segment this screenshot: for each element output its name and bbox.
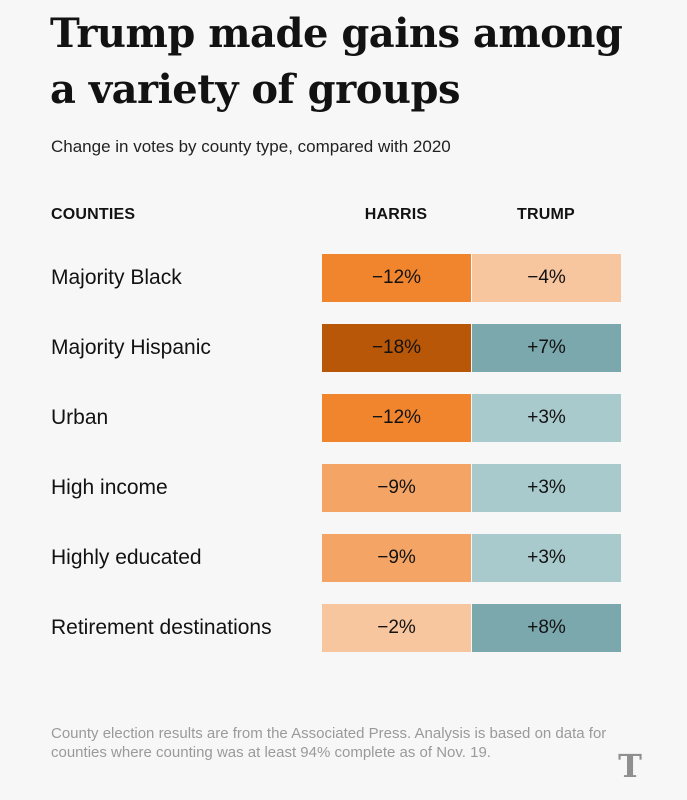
table-row: Majority Hispanic −18% +7% bbox=[0, 324, 687, 372]
trump-change-cell: +3% bbox=[472, 534, 621, 582]
column-header-harris: HARRIS bbox=[364, 206, 428, 223]
chart-title: Trump made gains among a variety of grou… bbox=[50, 10, 623, 113]
row-label: Majority Black bbox=[51, 266, 182, 289]
svg-text:T: T bbox=[618, 748, 642, 784]
table-row: Urban −12% +3% bbox=[0, 394, 687, 442]
trump-change-cell: +3% bbox=[472, 464, 621, 512]
harris-change-cell: −12% bbox=[322, 394, 471, 442]
row-label: Retirement destinations bbox=[51, 616, 272, 639]
footnote: County election results are from the Ass… bbox=[51, 725, 607, 761]
harris-change-cell: −18% bbox=[322, 324, 471, 372]
harris-change-cell: −12% bbox=[322, 254, 471, 302]
column-header-trump: TRUMP bbox=[517, 206, 575, 223]
trump-change-cell: +3% bbox=[472, 394, 621, 442]
table-row: High income −9% +3% bbox=[0, 464, 687, 512]
nyt-t-logo-icon: T bbox=[618, 748, 642, 784]
harris-change-cell: −2% bbox=[322, 604, 471, 652]
row-label: Urban bbox=[51, 406, 109, 429]
trump-change-cell: +8% bbox=[472, 604, 621, 652]
trump-change-cell: −4% bbox=[472, 254, 621, 302]
trump-change-cell: +7% bbox=[472, 324, 621, 372]
row-label: Majority Hispanic bbox=[51, 336, 211, 359]
table-row: Retirement destinations −2% +8% bbox=[0, 604, 687, 652]
harris-change-cell: −9% bbox=[322, 464, 471, 512]
table-body: Majority Black −12% −4% Majority Hispanic −1… bbox=[0, 254, 687, 652]
row-label: Highly educated bbox=[51, 546, 202, 569]
column-header-counties: COUNTIES bbox=[51, 206, 136, 223]
harris-change-cell: −9% bbox=[322, 534, 471, 582]
row-label: High income bbox=[51, 476, 168, 499]
table-row: Highly educated −9% +3% bbox=[0, 534, 687, 582]
table-row: Majority Black −12% −4% bbox=[0, 254, 687, 302]
chart-subtitle: Change in votes by county type, compared… bbox=[51, 137, 451, 156]
